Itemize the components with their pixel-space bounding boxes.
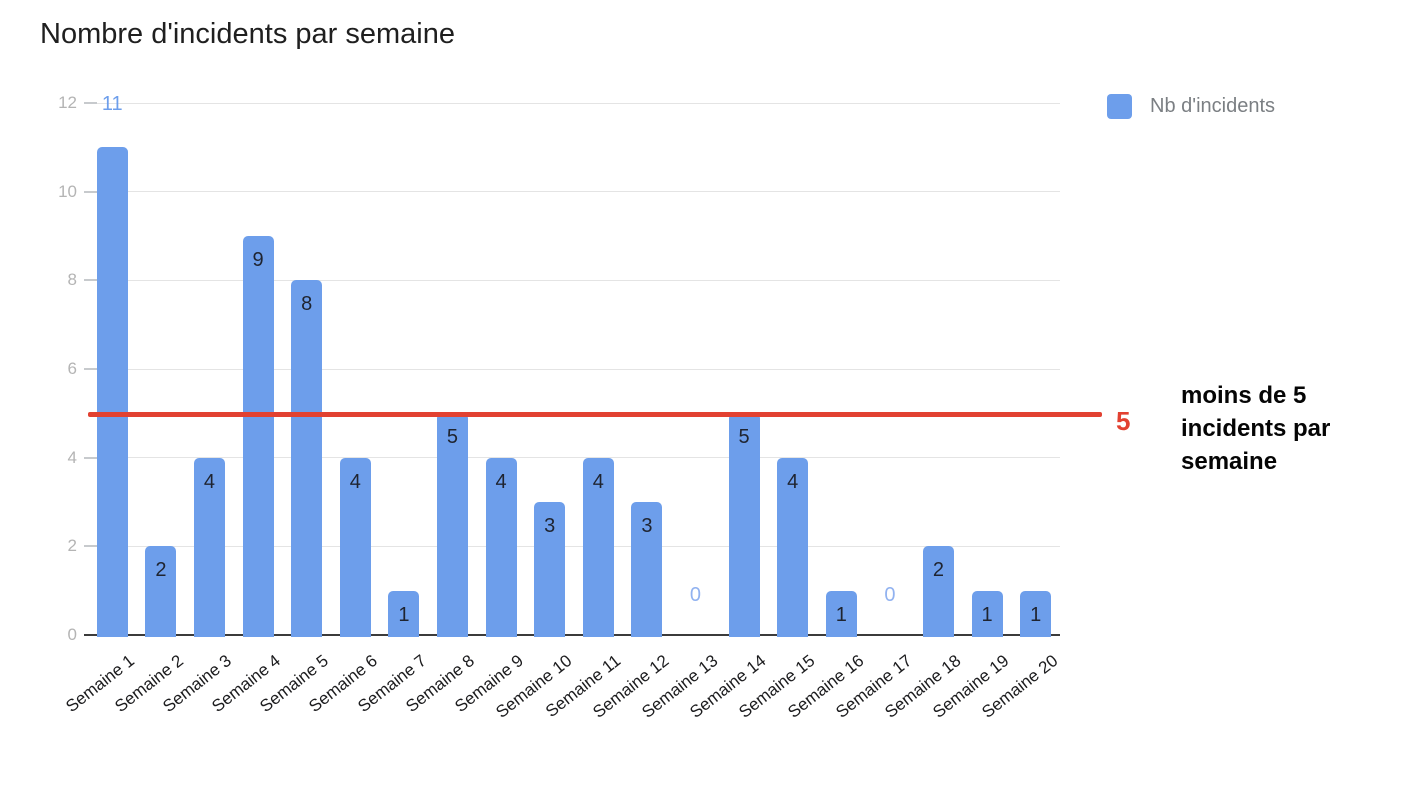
bar-semaine-18[interactable] [923, 546, 954, 637]
bar-value-label: 4 [495, 470, 507, 493]
bar-semaine-10[interactable] [534, 502, 566, 637]
bar-semaine-4[interactable] [242, 236, 274, 637]
gridline [88, 545, 1060, 547]
bar-semaine-12[interactable] [631, 502, 663, 637]
threshold-value-label: 5 [1116, 406, 1131, 436]
bar-semaine-3[interactable] [194, 457, 225, 637]
legend-swatch-icon [1107, 94, 1132, 119]
y-axis-tick-label: 0 [67, 625, 77, 644]
gridline [88, 102, 1060, 104]
gridline [88, 457, 1060, 459]
bar-value-label: 9 [252, 249, 264, 271]
threshold-line[interactable] [88, 412, 1102, 418]
bar-semaine-6[interactable] [339, 457, 371, 637]
bar-value-label: 1 [981, 603, 993, 626]
gridline [88, 368, 1060, 370]
bar-value-label: 3 [641, 515, 653, 537]
bar-value-label: 4 [787, 470, 799, 493]
y-axis-tick [84, 545, 97, 548]
bar-value-label: 2 [155, 559, 167, 582]
bar-value-label: 1 [398, 603, 410, 626]
gridline [88, 191, 1060, 193]
bar-value-label: 4 [592, 470, 604, 493]
y-axis-tick-label: 12 [58, 93, 77, 112]
bar-semaine-19[interactable] [971, 590, 1003, 637]
y-axis-tick [84, 368, 97, 370]
y-axis-tick-label: 2 [67, 536, 77, 556]
x-axis-line [84, 634, 1060, 636]
y-axis-tick [84, 279, 97, 282]
bar-semaine-20[interactable] [1020, 590, 1052, 637]
bar-value-label: 0 [884, 584, 896, 606]
bar-semaine-9[interactable] [485, 457, 517, 637]
bar-value-label: 5 [738, 426, 750, 449]
bar-semaine-15[interactable] [777, 457, 809, 637]
bar-semaine-8[interactable] [437, 413, 468, 637]
bar-value-label: 0 [689, 584, 702, 606]
bar-value-label: 5 [446, 426, 459, 449]
chart-title: Nombre d'incidents par semaine [40, 18, 455, 50]
legend-label: Nb d'incidents [1150, 95, 1275, 117]
bar-value-label: 4 [203, 470, 216, 493]
y-axis-tick [84, 190, 97, 193]
bar-value-label: 8 [301, 293, 313, 316]
bar-value-label: 1 [835, 603, 847, 626]
bar-semaine-1[interactable] [96, 147, 128, 637]
bar-semaine-2[interactable] [145, 546, 177, 637]
bar-semaine-11[interactable] [582, 457, 614, 637]
bar-value-label: 4 [349, 470, 361, 493]
bar-semaine-5[interactable] [291, 280, 323, 637]
legend-item[interactable]: Nb d'incidents [1107, 94, 1275, 119]
bar-value-label: 3 [544, 515, 556, 537]
y-axis-tick-label: 8 [67, 270, 77, 290]
y-axis-tick-label: 4 [67, 447, 77, 467]
gridline [88, 279, 1060, 281]
bar-semaine-7[interactable] [388, 590, 420, 637]
y-axis-tick-label: 10 [58, 181, 77, 201]
bar-value-label: 2 [932, 559, 945, 582]
y-axis-tick [84, 456, 97, 459]
bar-semaine-16[interactable] [825, 590, 857, 637]
bar-value-label: 1 [1030, 603, 1042, 626]
y-axis-tick [84, 102, 97, 104]
bar-value-label: 11 [101, 93, 123, 115]
y-axis-tick-label: 6 [67, 359, 77, 378]
bar-semaine-14[interactable] [728, 413, 760, 637]
annotation-text: moins de 5 incidents par semaine [1181, 382, 1331, 475]
